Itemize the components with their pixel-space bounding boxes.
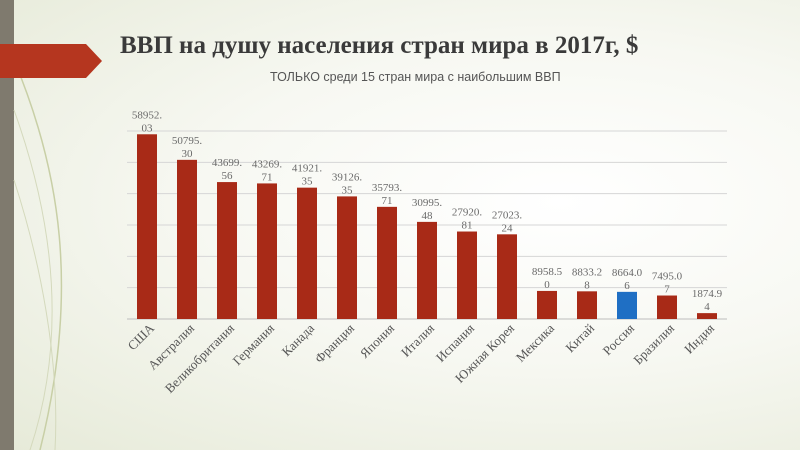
value-label-5-line2: 35 bbox=[302, 176, 314, 188]
value-label-6-line1: 39126. bbox=[332, 171, 363, 183]
value-label-14-line2: 7 bbox=[664, 284, 670, 296]
value-label-13-line1: 8664.0 bbox=[612, 267, 643, 279]
value-label-12-line2: 8 bbox=[584, 279, 590, 291]
value-label-1-line1: 58952. bbox=[132, 109, 163, 121]
category-label-13: Россия bbox=[599, 321, 637, 359]
category-label-14: Бразилия bbox=[630, 321, 677, 368]
chart-bars bbox=[137, 134, 717, 319]
page-subtitle: ТОЛЬКО среди 15 стран мира с наибольшим … bbox=[270, 70, 561, 84]
value-label-9-line2: 81 bbox=[462, 220, 473, 232]
value-label-10-line1: 27023. bbox=[492, 209, 523, 221]
bar-15 bbox=[697, 313, 717, 319]
value-label-11-line2: 0 bbox=[544, 279, 550, 291]
category-label-12: Китай bbox=[562, 320, 597, 355]
bar-7 bbox=[377, 206, 397, 319]
value-label-9-line1: 27920. bbox=[452, 207, 483, 219]
slide-left-bar bbox=[0, 0, 14, 450]
value-label-12-line1: 8833.2 bbox=[572, 266, 602, 278]
category-label-1: США bbox=[124, 320, 157, 353]
value-label-8-line1: 30995. bbox=[412, 197, 443, 209]
bar-12 bbox=[577, 291, 597, 319]
category-label-7: Япония bbox=[357, 321, 397, 361]
bar-11 bbox=[537, 290, 557, 319]
bar-5 bbox=[297, 187, 317, 319]
title-banner-arrow bbox=[0, 44, 102, 78]
bar-4 bbox=[257, 183, 277, 319]
value-label-3-line1: 43699. bbox=[212, 157, 243, 169]
category-label-15: Индия bbox=[681, 321, 717, 357]
value-label-7-line1: 35793. bbox=[372, 182, 403, 194]
value-label-10-line2: 24 bbox=[502, 222, 514, 234]
bar-9 bbox=[457, 231, 477, 319]
value-label-14-line1: 7495.0 bbox=[652, 271, 683, 283]
bar-14 bbox=[657, 295, 677, 319]
value-label-5-line1: 41921. bbox=[292, 163, 323, 175]
bar-6 bbox=[337, 196, 357, 319]
category-label-5: Канада bbox=[279, 320, 318, 359]
value-label-2-line2: 30 bbox=[182, 148, 194, 160]
value-label-1-line2: 03 bbox=[142, 122, 154, 134]
value-label-13-line2: 6 bbox=[624, 280, 630, 292]
category-label-11: Мексика bbox=[513, 320, 558, 365]
value-label-7-line2: 71 bbox=[382, 195, 393, 207]
bar-1 bbox=[137, 134, 157, 319]
value-label-8-line2: 48 bbox=[422, 210, 434, 222]
category-label-6: Франция bbox=[312, 321, 358, 367]
category-label-3: Великобритания bbox=[162, 321, 237, 396]
value-label-4-line2: 71 bbox=[262, 171, 273, 183]
bar-13 bbox=[617, 291, 637, 319]
value-label-3-line2: 56 bbox=[222, 170, 234, 182]
chart-value-labels: 58952.0350795.3043699.5643269.7141921.35… bbox=[132, 109, 723, 313]
value-label-4-line1: 43269. bbox=[252, 158, 283, 170]
value-label-11-line1: 8958.5 bbox=[532, 266, 563, 278]
value-label-15-line2: 4 bbox=[704, 301, 710, 313]
category-label-8: Италия bbox=[398, 321, 437, 360]
bar-8 bbox=[417, 221, 437, 319]
value-label-2-line1: 50795. bbox=[172, 135, 203, 147]
bar-3 bbox=[217, 182, 237, 319]
bar-2 bbox=[177, 159, 197, 319]
value-label-15-line1: 1874.9 bbox=[692, 288, 723, 300]
category-label-4: Германия bbox=[229, 321, 277, 369]
bar-10 bbox=[497, 234, 517, 319]
page-title: ВВП на душу населения стран мира в 2017г… bbox=[120, 32, 639, 59]
value-label-6-line2: 35 bbox=[342, 184, 354, 196]
